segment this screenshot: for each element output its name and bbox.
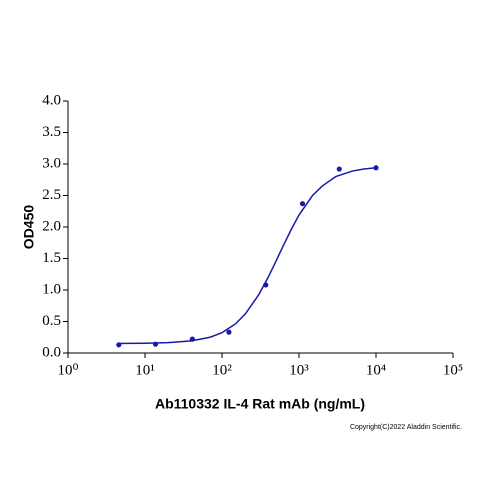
x-tick-label: 10⁴ bbox=[366, 362, 386, 378]
y-tick-label: 1.0 bbox=[42, 281, 61, 297]
y-tick-label: 0.5 bbox=[42, 313, 61, 329]
x-tick-label: 10³ bbox=[289, 362, 309, 378]
y-tick-label: 2.5 bbox=[42, 187, 61, 203]
x-tick-label: 10¹ bbox=[135, 362, 155, 378]
data-point bbox=[299, 201, 306, 207]
y-tick-label: 4.0 bbox=[42, 92, 61, 108]
y-tick-label: 3.0 bbox=[42, 155, 61, 171]
y-tick-label: 3.5 bbox=[42, 124, 61, 140]
copyright: Copyright(C)2022 Aladdin Scientific. bbox=[350, 424, 462, 431]
x-tick-label: 10⁰ bbox=[57, 362, 78, 378]
fit-curve bbox=[118, 167, 377, 345]
y-tick-label: 1.5 bbox=[42, 250, 61, 266]
y-tick-label: 0.0 bbox=[42, 344, 61, 360]
x-axis-title: Ab110332 IL-4 Rat mAb (ng/mL) bbox=[155, 396, 365, 412]
x-tick-label: 10² bbox=[212, 362, 232, 378]
x-tick-label: 10⁵ bbox=[443, 362, 463, 378]
y-tick-label: 2.0 bbox=[42, 218, 61, 234]
data-point bbox=[226, 329, 232, 335]
y-axis-title: OD450 bbox=[21, 205, 37, 250]
data-point bbox=[336, 166, 342, 172]
